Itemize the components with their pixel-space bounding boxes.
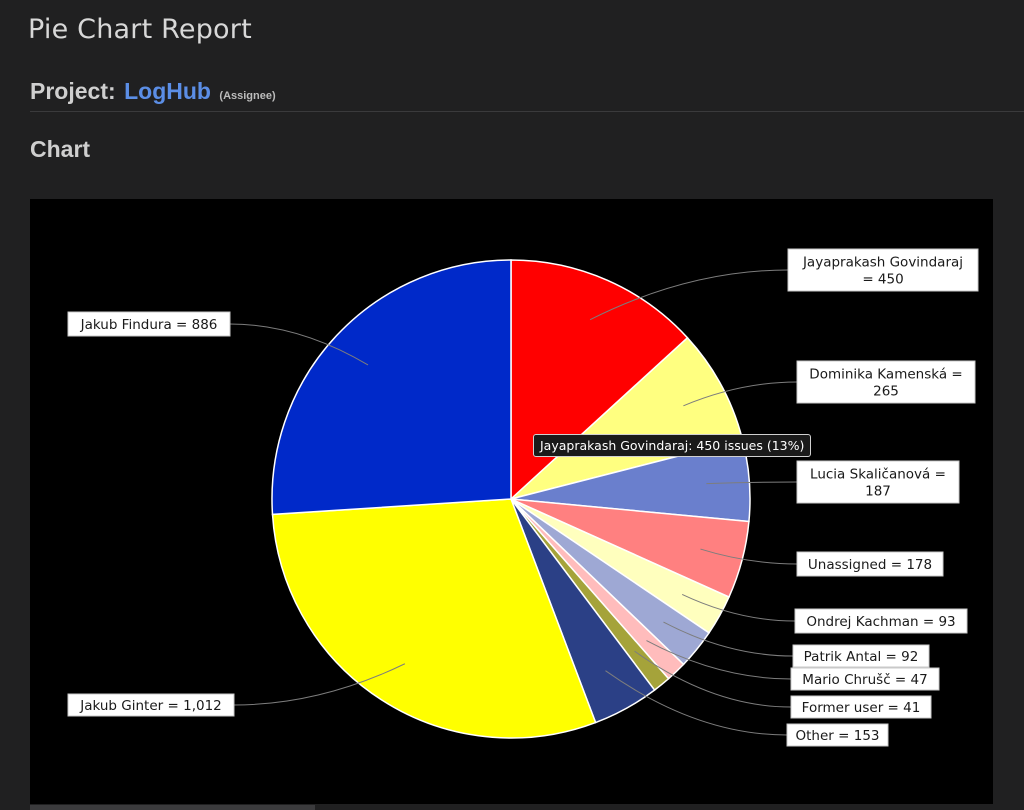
leader-line (634, 650, 792, 708)
slice-label-text: 187 (865, 484, 891, 500)
slice-tooltip: Jayaprakash Govindaraj: 450 issues (13%) (533, 434, 812, 457)
leader-line (706, 481, 798, 485)
slice-label: Unassigned = 178 (796, 551, 944, 577)
slice-label-text: Mario Chrušč = 47 (802, 672, 927, 688)
slice-label-box (792, 644, 930, 668)
slice-label-text: Unassigned = 178 (808, 557, 932, 573)
slice-label-box (794, 608, 968, 634)
slice-label-text: Lucia Skaličanová = (810, 467, 946, 483)
slice-label-text: Patrik Antal = 92 (804, 649, 919, 665)
slice-label: Former user = 41 (790, 695, 932, 719)
leader-line (681, 593, 796, 622)
slice-label-box (796, 551, 944, 577)
slice-label: Patrik Antal = 92 (792, 644, 930, 668)
slice-label-box (796, 460, 960, 504)
slice-label-box (787, 248, 979, 292)
slice-label: Mario Chrušč = 47 (790, 667, 940, 691)
project-header: Project: LogHub (Assignee) (30, 78, 1024, 112)
page-title: Pie Chart Report (28, 14, 252, 45)
slice-label: Jayaprakash Govindaraj= 450 (787, 248, 979, 292)
leader-line (663, 621, 794, 657)
slice-label-text: Jakub Ginter = 1,012 (79, 698, 222, 714)
slice-label-text: = 450 (862, 272, 903, 288)
slice-label-text: Jakub Findura = 886 (80, 317, 218, 333)
slice-label: Lucia Skaličanová =187 (796, 460, 960, 504)
slice-label: Jakub Ginter = 1,012 (67, 693, 235, 717)
leader-line (605, 670, 788, 736)
leader-line (700, 548, 798, 565)
leader-line (229, 323, 369, 366)
pie-chart: Jayaprakash Govindaraj = 450 Dominika Kame… (30, 199, 993, 804)
pie-chart-svg: Jayaprakash Govindaraj= 450 Dominika Kame… (67, 248, 979, 747)
slice-label-text: Former user = 41 (802, 700, 921, 716)
section-title: Chart (30, 136, 91, 162)
slice-label-text: Dominika Kamenská = (809, 367, 962, 383)
leader-line (646, 640, 792, 680)
statistic-type: (Assignee) (219, 90, 276, 102)
pie-slice-jakub-ginter[interactable] (271, 498, 597, 739)
slice-label-text: Other = 153 (796, 728, 880, 744)
slice-label-box (67, 693, 235, 717)
leader-line (233, 663, 406, 706)
pie-slice-jakub-findura[interactable] (271, 259, 512, 516)
slice-label: Ondrej Kachman = 93 (794, 608, 968, 634)
slice-label-box (67, 311, 231, 337)
project-link[interactable]: LogHub (124, 78, 211, 104)
leader-line (683, 381, 798, 407)
slice-label-box (786, 723, 889, 747)
project-label: Project: (30, 78, 116, 104)
slice-label-text: Ondrej Kachman = 93 (806, 614, 955, 630)
leader-line (589, 269, 789, 321)
slice-label-text: Jayaprakash Govindaraj (802, 255, 963, 271)
horizontal-scrollbar[interactable] (30, 805, 315, 810)
slice-label: Other = 153 (786, 723, 889, 747)
slice-label-box (790, 695, 932, 719)
slice-label: Jakub Findura = 886 (67, 311, 231, 337)
slice-label-box (790, 667, 940, 691)
slice-label-box (796, 360, 976, 404)
slice-label: Dominika Kamenská =265 (796, 360, 976, 404)
slice-label-text: 265 (873, 384, 899, 400)
